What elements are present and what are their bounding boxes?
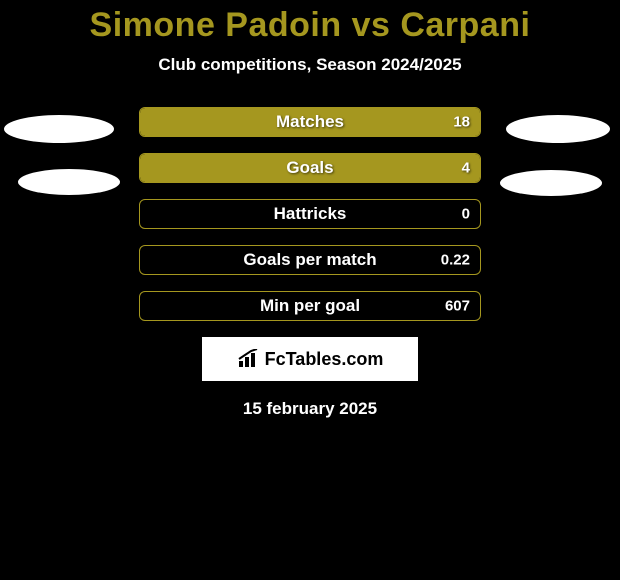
date-text: 15 february 2025 [0, 399, 620, 419]
player-right-shadow-1 [506, 115, 610, 143]
comparison-content: Matches 18 Goals 4 Hattricks 0 Goals per… [0, 107, 620, 419]
stat-bar-value: 0.22 [441, 252, 470, 269]
stat-bar-min-per-goal: Min per goal 607 [139, 291, 481, 321]
stat-bar-value: 0 [462, 206, 470, 223]
subtitle: Club competitions, Season 2024/2025 [0, 55, 620, 75]
source-logo: FcTables.com [202, 337, 418, 381]
stat-bars: Matches 18 Goals 4 Hattricks 0 Goals per… [139, 107, 481, 321]
stat-bar-goals-per-match: Goals per match 0.22 [139, 245, 481, 275]
stat-bar-label: Goals per match [243, 250, 376, 270]
stat-bar-label: Hattricks [274, 204, 347, 224]
stat-bar-label: Goals [286, 158, 333, 178]
stat-bar-label: Matches [276, 112, 344, 132]
page-title: Simone Padoin vs Carpani [0, 0, 620, 45]
stat-bar-label: Min per goal [260, 296, 360, 316]
stat-bar-matches: Matches 18 [139, 107, 481, 137]
player-left-shadow-1 [4, 115, 114, 143]
stat-bar-value: 607 [445, 298, 470, 315]
stat-bar-value: 18 [453, 114, 470, 131]
source-logo-text: FcTables.com [265, 349, 384, 370]
stat-bar-value: 4 [462, 160, 470, 177]
stat-bar-hattricks: Hattricks 0 [139, 199, 481, 229]
stat-bar-goals: Goals 4 [139, 153, 481, 183]
player-left-shadow-2 [18, 169, 120, 195]
bar-chart-icon [237, 349, 261, 369]
player-right-shadow-2 [500, 170, 602, 196]
